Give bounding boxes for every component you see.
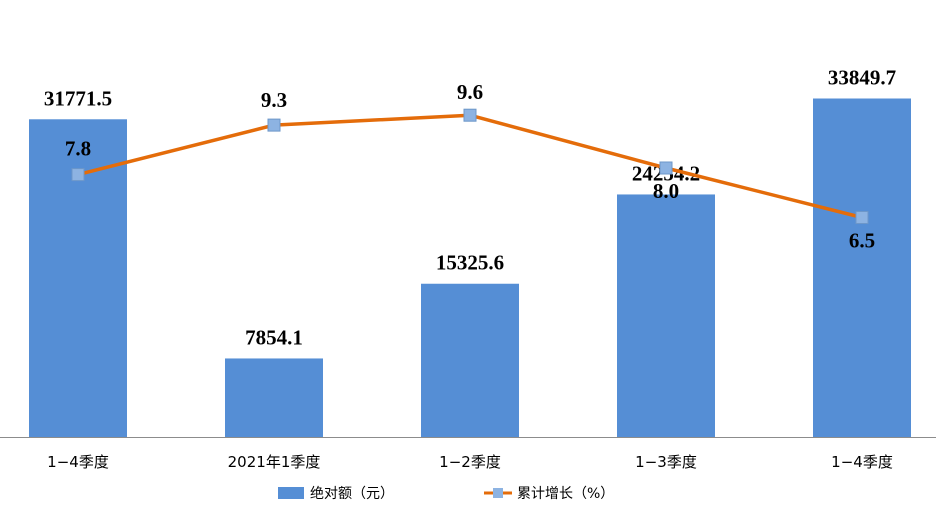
line-value-label: 8.0 xyxy=(653,179,679,203)
line-value-label: 7.8 xyxy=(65,136,91,160)
bar-value-label: 15325.6 xyxy=(436,251,504,275)
bar xyxy=(225,358,323,437)
bar-value-label: 31771.5 xyxy=(44,86,112,110)
legend: 绝对额（元） 累计增长（%） xyxy=(278,486,614,502)
x-tick-label: 2021年1季度 xyxy=(228,453,321,471)
legend-line-marker xyxy=(493,488,503,498)
line-marker xyxy=(71,168,85,182)
bar-value-label: 7854.1 xyxy=(245,325,303,349)
line-marker xyxy=(267,118,281,132)
line-value-label: 6.5 xyxy=(849,228,875,252)
legend-bar-label: 绝对额（元） xyxy=(310,486,394,502)
legend-bar-swatch xyxy=(278,487,304,499)
x-tick-label: 1−4季度 xyxy=(47,453,109,471)
x-tick-label: 1−4季度 xyxy=(831,453,893,471)
x-tick-label: 1−2季度 xyxy=(439,453,501,471)
line-value-label: 9.6 xyxy=(457,80,483,104)
legend-line-label: 累计增长（%） xyxy=(517,486,614,502)
growth-polyline xyxy=(77,113,863,220)
line-marker xyxy=(463,108,477,122)
x-tick-label: 1−3季度 xyxy=(635,453,697,471)
line-value-labels: 7.8 9.3 9.6 8.0 6.5 xyxy=(65,80,875,252)
bar xyxy=(813,98,911,438)
bar-value-label: 33849.7 xyxy=(828,66,896,90)
bar xyxy=(617,194,715,437)
bar xyxy=(421,283,519,437)
line-marker xyxy=(855,211,869,224)
growth-line xyxy=(71,108,869,224)
line-marker xyxy=(659,161,673,175)
x-tick-labels: 1−4季度 2021年1季度 1−2季度 1−3季度 1−4季度 xyxy=(47,453,893,471)
bars xyxy=(29,98,911,438)
line-value-label: 9.3 xyxy=(261,88,287,112)
